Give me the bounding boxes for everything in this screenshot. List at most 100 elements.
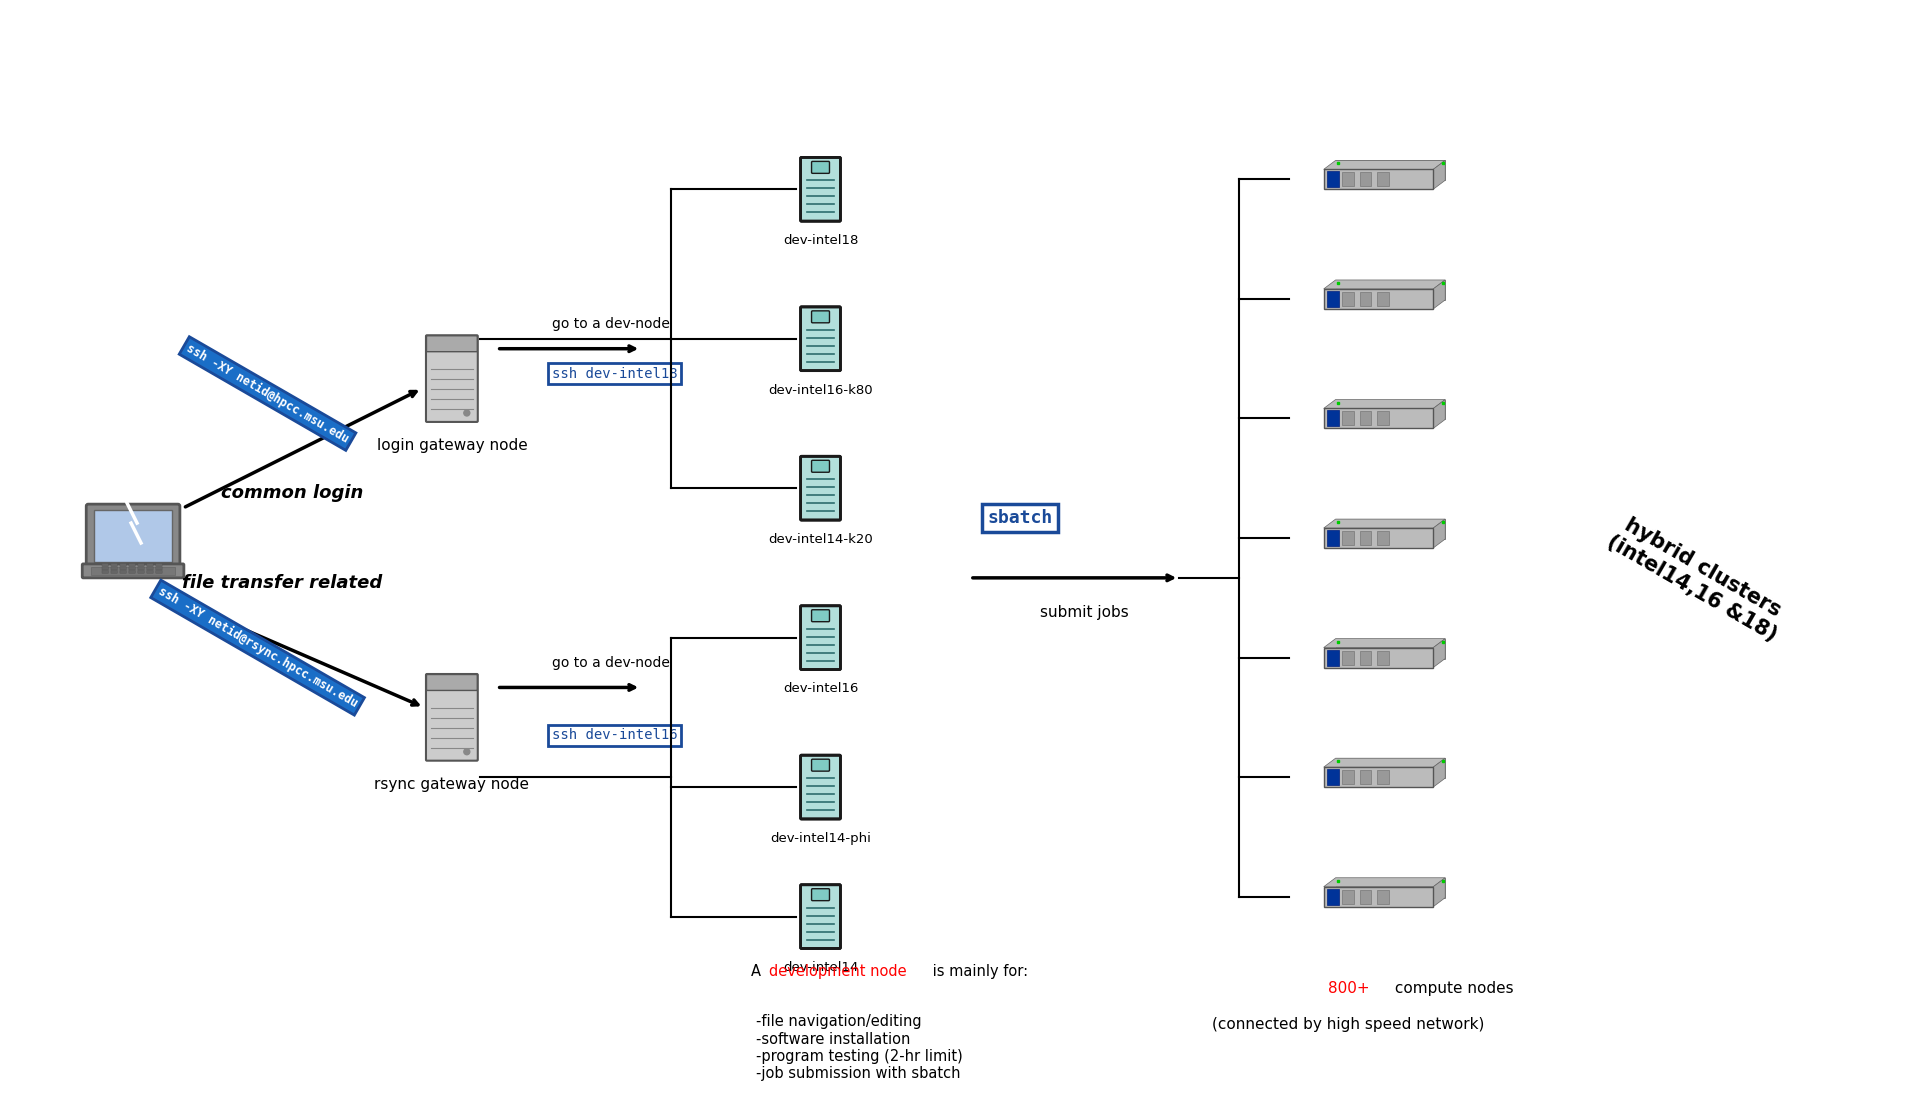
Polygon shape (1323, 280, 1446, 289)
Text: submit jobs: submit jobs (1041, 605, 1129, 620)
Text: -file navigation/editing
-software installation
-program testing (2-hr limit)
-j: -file navigation/editing -software insta… (756, 1014, 962, 1081)
FancyBboxPatch shape (1359, 650, 1371, 664)
FancyBboxPatch shape (1377, 173, 1390, 186)
FancyBboxPatch shape (102, 566, 108, 570)
Text: (connected by high speed network): (connected by high speed network) (1212, 1016, 1484, 1032)
FancyBboxPatch shape (146, 563, 154, 566)
Text: ssh -XY netid@rsync.hpcc.msu.edu: ssh -XY netid@rsync.hpcc.msu.edu (156, 585, 359, 711)
FancyBboxPatch shape (1342, 650, 1354, 664)
FancyBboxPatch shape (812, 460, 829, 472)
Text: hybrid clusters
(intel14,16 &18): hybrid clusters (intel14,16 &18) (1603, 512, 1791, 645)
FancyBboxPatch shape (129, 571, 134, 573)
Polygon shape (1432, 161, 1446, 189)
FancyBboxPatch shape (1342, 770, 1354, 784)
FancyBboxPatch shape (812, 759, 829, 771)
FancyBboxPatch shape (812, 609, 829, 622)
Text: go to a dev-node: go to a dev-node (551, 656, 670, 670)
FancyBboxPatch shape (812, 311, 829, 322)
FancyBboxPatch shape (1359, 531, 1371, 544)
Polygon shape (1432, 758, 1446, 788)
FancyBboxPatch shape (138, 571, 144, 573)
Polygon shape (1323, 161, 1446, 169)
FancyBboxPatch shape (426, 674, 478, 761)
FancyBboxPatch shape (129, 566, 134, 570)
FancyBboxPatch shape (111, 563, 117, 566)
FancyBboxPatch shape (801, 756, 841, 820)
FancyBboxPatch shape (111, 571, 117, 573)
FancyBboxPatch shape (1377, 531, 1390, 544)
Text: dev-intel14-k20: dev-intel14-k20 (768, 534, 874, 546)
FancyBboxPatch shape (1359, 173, 1371, 186)
FancyBboxPatch shape (801, 307, 841, 371)
Polygon shape (1336, 399, 1446, 419)
FancyBboxPatch shape (1323, 289, 1432, 309)
FancyBboxPatch shape (119, 563, 127, 566)
Text: dev-intel16: dev-intel16 (783, 682, 858, 695)
FancyBboxPatch shape (83, 564, 184, 578)
FancyBboxPatch shape (1359, 411, 1371, 426)
FancyBboxPatch shape (86, 504, 180, 570)
Polygon shape (1323, 639, 1446, 648)
FancyBboxPatch shape (146, 566, 154, 570)
Polygon shape (1432, 519, 1446, 548)
Text: file transfer related: file transfer related (182, 574, 382, 592)
Polygon shape (1323, 399, 1446, 408)
Text: dev-intel18: dev-intel18 (783, 234, 858, 248)
FancyBboxPatch shape (426, 674, 478, 691)
Text: ssh -XY netid@hpcc.msu.edu: ssh -XY netid@hpcc.msu.edu (184, 342, 351, 446)
Text: 800+: 800+ (1329, 981, 1369, 996)
FancyBboxPatch shape (119, 566, 127, 570)
FancyBboxPatch shape (426, 336, 478, 352)
Polygon shape (1336, 519, 1446, 539)
Text: common login: common login (221, 484, 363, 503)
FancyBboxPatch shape (102, 571, 108, 573)
FancyBboxPatch shape (1342, 292, 1354, 306)
Circle shape (465, 749, 470, 755)
Text: A: A (751, 964, 766, 979)
FancyBboxPatch shape (1327, 769, 1338, 785)
Polygon shape (1336, 878, 1446, 898)
FancyBboxPatch shape (146, 571, 154, 573)
Text: ssh dev-intel18: ssh dev-intel18 (551, 366, 678, 381)
FancyBboxPatch shape (1323, 169, 1432, 189)
Polygon shape (1336, 758, 1446, 778)
FancyBboxPatch shape (1327, 650, 1338, 666)
Polygon shape (1323, 519, 1446, 528)
FancyBboxPatch shape (138, 566, 144, 570)
FancyBboxPatch shape (1359, 770, 1371, 784)
FancyBboxPatch shape (102, 563, 108, 566)
FancyBboxPatch shape (1377, 411, 1390, 426)
Text: rsync gateway node: rsync gateway node (374, 777, 530, 792)
FancyBboxPatch shape (1323, 648, 1432, 668)
Polygon shape (1336, 639, 1446, 659)
Text: dev-intel16-k80: dev-intel16-k80 (768, 384, 874, 397)
Polygon shape (1432, 639, 1446, 668)
FancyBboxPatch shape (1342, 531, 1354, 544)
FancyBboxPatch shape (138, 563, 144, 566)
FancyBboxPatch shape (1327, 530, 1338, 546)
Polygon shape (1432, 280, 1446, 309)
FancyBboxPatch shape (801, 157, 841, 221)
Text: dev-intel14: dev-intel14 (783, 961, 858, 975)
FancyBboxPatch shape (1323, 767, 1432, 788)
FancyBboxPatch shape (156, 571, 161, 573)
Circle shape (465, 410, 470, 416)
FancyBboxPatch shape (111, 566, 117, 570)
FancyBboxPatch shape (156, 563, 161, 566)
Polygon shape (1336, 161, 1446, 180)
FancyBboxPatch shape (1327, 290, 1338, 307)
FancyBboxPatch shape (1342, 173, 1354, 186)
FancyBboxPatch shape (1323, 528, 1432, 548)
FancyBboxPatch shape (1342, 411, 1354, 426)
Text: compute nodes: compute nodes (1390, 981, 1515, 996)
FancyBboxPatch shape (1323, 408, 1432, 428)
Text: go to a dev-node: go to a dev-node (551, 317, 670, 331)
FancyBboxPatch shape (1377, 292, 1390, 306)
FancyBboxPatch shape (1327, 172, 1338, 187)
FancyBboxPatch shape (94, 510, 173, 562)
FancyBboxPatch shape (1327, 410, 1338, 427)
Text: is mainly for:: is mainly for: (927, 964, 1029, 979)
FancyBboxPatch shape (156, 566, 161, 570)
FancyBboxPatch shape (801, 884, 841, 948)
Text: development node: development node (768, 964, 906, 979)
